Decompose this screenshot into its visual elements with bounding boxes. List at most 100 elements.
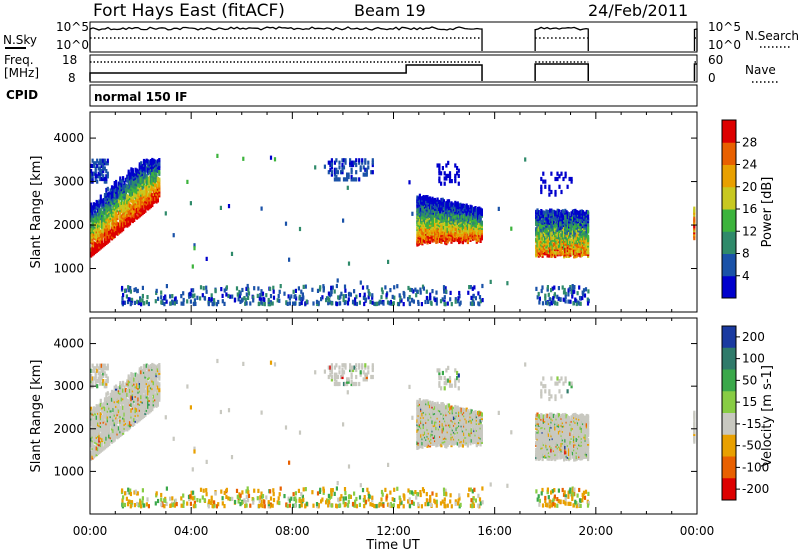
- power-cell: [564, 224, 567, 229]
- power-cell: [131, 195, 134, 200]
- power-cell: [126, 299, 130, 305]
- power-cell: [92, 206, 95, 211]
- power-cell: [566, 223, 569, 228]
- velocity-cell: [94, 407, 97, 412]
- velocity-cell: [416, 411, 419, 416]
- power-cell: [442, 285, 446, 290]
- power-cell: [549, 208, 552, 213]
- power-cell: [463, 235, 466, 240]
- power-cell: [416, 230, 419, 235]
- power-colorbar-swatch: [722, 231, 736, 254]
- power-cell: [571, 251, 574, 256]
- power-cell: [227, 293, 230, 299]
- power-cell: [343, 300, 346, 306]
- velocity-cell: [90, 406, 93, 411]
- power-cell: [344, 294, 347, 299]
- power-cell: [99, 166, 102, 171]
- power-cell: [102, 161, 105, 166]
- power-cell: [410, 288, 414, 293]
- power-colorbar-label: 24: [742, 158, 757, 172]
- power-cell: [438, 179, 441, 184]
- velocity-cell: [142, 377, 146, 382]
- power-cell: [560, 222, 563, 227]
- power-cell: [341, 165, 344, 170]
- power-cell: [340, 291, 343, 296]
- power-cell: [547, 239, 550, 244]
- power-cell: [452, 204, 456, 210]
- power-cell: [285, 300, 288, 306]
- power-cell: [537, 225, 540, 230]
- power-cell: [425, 214, 428, 219]
- power-cell: [346, 172, 349, 177]
- power-cell: [385, 293, 388, 298]
- power-cell: [544, 179, 547, 184]
- power-cell: [435, 218, 438, 223]
- velocity-cell: [133, 377, 136, 382]
- power-cell: [477, 234, 480, 239]
- power-cell: [580, 225, 583, 230]
- power-cell: [432, 229, 435, 234]
- power-cell: [113, 185, 116, 190]
- power-cell: [463, 228, 466, 233]
- power-cell: [202, 286, 205, 291]
- power-cell: [375, 301, 378, 307]
- velocity-cell: [95, 446, 98, 451]
- power-cell: [438, 168, 441, 173]
- power-cell: [556, 176, 559, 182]
- velocity-cell: [98, 445, 101, 451]
- power-cell: [582, 292, 585, 297]
- power-cell: [105, 209, 108, 214]
- velocity-cell: [131, 395, 134, 401]
- power-cell: [141, 298, 144, 303]
- power-cell: [417, 206, 420, 212]
- power-cell: [148, 160, 151, 165]
- power-cell: [120, 198, 123, 203]
- power-cell: [260, 300, 263, 305]
- power-cell: [90, 247, 93, 252]
- power-cell: [442, 230, 445, 235]
- power-cell: [547, 253, 550, 258]
- freq-unit: [MHz]: [4, 66, 39, 80]
- power-cell: [538, 300, 541, 305]
- power-cell: [408, 301, 412, 307]
- power-cell: [145, 300, 148, 305]
- power-cell: [91, 171, 94, 176]
- power-cell: [368, 292, 371, 297]
- power-cell: [402, 290, 405, 296]
- power-cell: [144, 185, 147, 190]
- power-cell: [138, 162, 141, 167]
- velocity-cell: [94, 366, 97, 371]
- power-cell: [330, 158, 333, 163]
- power-cell: [219, 205, 222, 210]
- power-cell: [134, 204, 137, 210]
- power-cell: [278, 289, 281, 294]
- power-cell: [400, 298, 403, 303]
- power-cell: [535, 215, 538, 220]
- power-cell: [456, 201, 459, 206]
- power-cell: [554, 210, 557, 215]
- power-cell: [245, 286, 248, 291]
- power-cell: [574, 219, 577, 224]
- power-cell: [450, 224, 453, 229]
- power-cell: [474, 218, 477, 223]
- power-cell: [327, 298, 330, 303]
- power-cell: [157, 296, 160, 301]
- power-cell: [469, 229, 472, 234]
- power-cell: [109, 188, 112, 193]
- power-cell: [407, 285, 410, 291]
- power-cell: [470, 224, 473, 229]
- power-cell: [425, 289, 428, 294]
- power-cell: [417, 299, 420, 305]
- power-cell: [103, 179, 106, 184]
- power-cell: [140, 202, 143, 207]
- power-cell: [138, 189, 141, 194]
- power-cell: [160, 295, 163, 300]
- power-cell: [239, 291, 242, 296]
- power-cell: [99, 208, 102, 213]
- power-cell: [141, 285, 144, 290]
- power-cell: [145, 166, 148, 171]
- velocity-cell: [131, 420, 134, 425]
- power-cell: [128, 180, 132, 185]
- velocity-cell: [158, 388, 161, 393]
- velocity-cell: [112, 394, 115, 399]
